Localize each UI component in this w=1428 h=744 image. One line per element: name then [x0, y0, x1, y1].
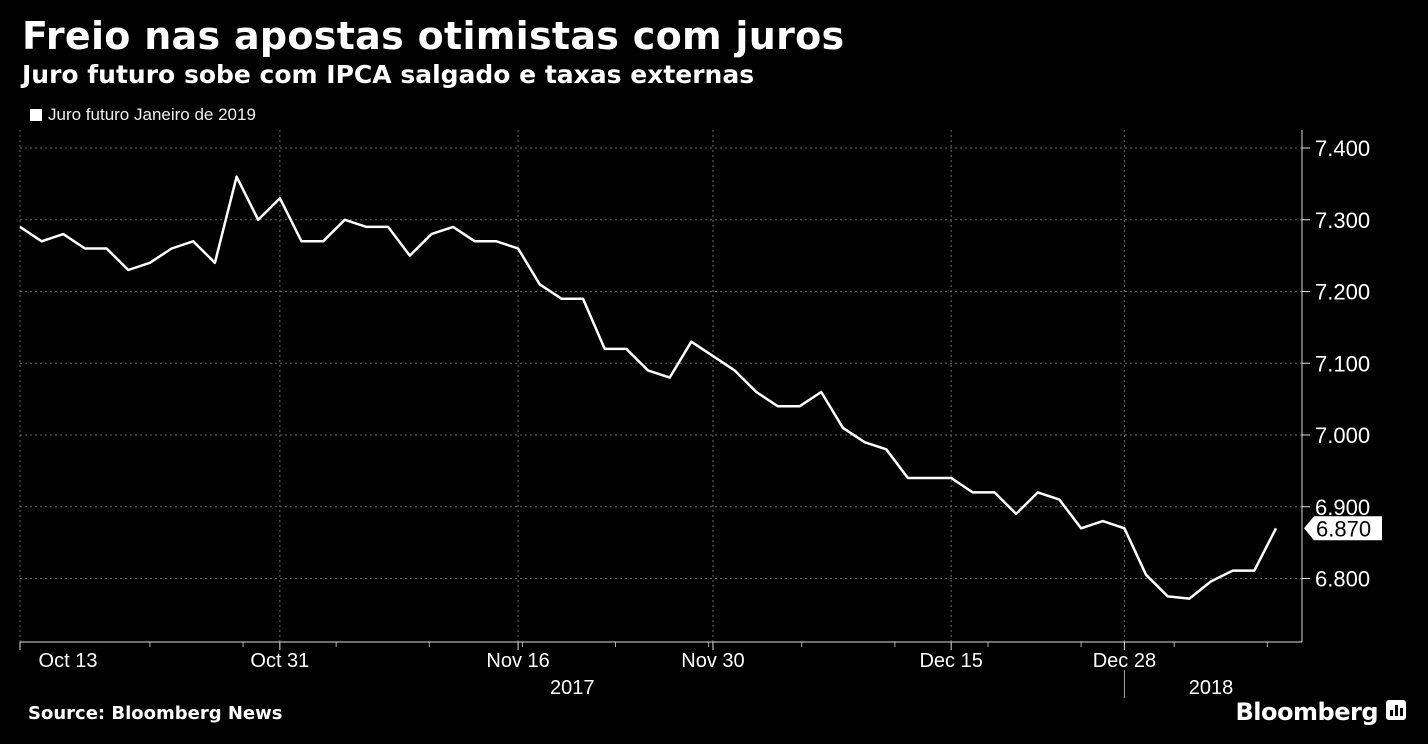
source-note: Source: Bloomberg News: [28, 703, 283, 724]
series-line: [19, 175, 1278, 600]
last-value-label: 6.870: [1316, 516, 1371, 541]
x-tick-label: Nov 16: [486, 650, 549, 672]
grid-lines: [19, 130, 1302, 642]
x-tick-label: Oct 31: [250, 650, 309, 672]
tick-labels: 7.400 7.300 7.200 7.100 7.000 6.900 6.800 Oct 1…: [39, 136, 1371, 699]
y-tick-label: 7.100: [1315, 351, 1370, 376]
x-tick-label: Nov 30: [681, 650, 744, 672]
chart-subtitle: Juro futuro sobe com IPCA salgado e taxa…: [22, 60, 755, 89]
x-tick-label: Dec 15: [919, 650, 982, 672]
legend: Juro futuro Janeiro de 2019: [30, 105, 256, 125]
y-tick-label: 7.400: [1315, 136, 1370, 161]
bloomberg-chart-icon: [1386, 700, 1406, 720]
year-label: 2018: [1189, 677, 1234, 699]
x-tick-label: Oct 13: [39, 650, 98, 672]
axes: [19, 130, 1310, 698]
y-tick-label: 7.000: [1315, 423, 1370, 448]
chart-title: Freio nas apostas otimistas com juros: [22, 14, 845, 58]
y-tick-label: 6.800: [1315, 567, 1370, 592]
legend-swatch: [30, 109, 42, 121]
year-label: 2017: [550, 677, 595, 699]
last-value-flag: [1304, 516, 1382, 541]
y-tick-label: 7.300: [1315, 208, 1370, 233]
legend-label: Juro futuro Janeiro de 2019: [48, 105, 256, 124]
y-tick-label: 7.200: [1315, 280, 1370, 305]
x-tick-label: Dec 28: [1093, 650, 1156, 672]
bloomberg-logo: Bloomberg: [1235, 698, 1379, 726]
y-tick-label: 6.900: [1315, 495, 1370, 520]
series-group: 6.870: [19, 175, 1382, 600]
